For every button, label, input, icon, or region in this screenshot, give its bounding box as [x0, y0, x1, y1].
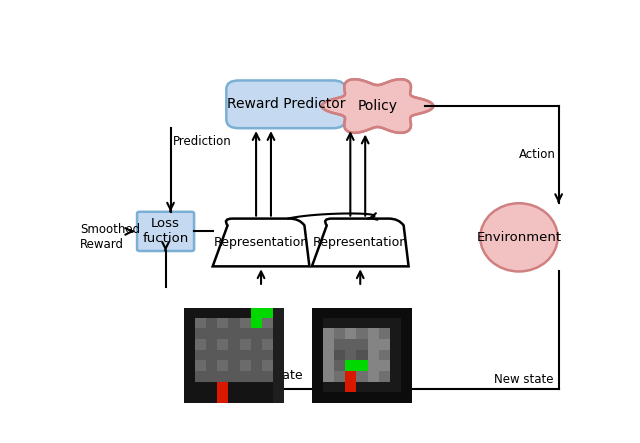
- Text: Reward Predictor: Reward Predictor: [227, 97, 345, 111]
- Text: Environment: Environment: [476, 231, 561, 244]
- Text: Loss
fuction: Loss fuction: [143, 218, 189, 245]
- Text: Representation: Representation: [214, 236, 308, 249]
- Text: Current state: Current state: [220, 369, 302, 382]
- Polygon shape: [322, 79, 433, 133]
- Text: Policy: Policy: [358, 99, 397, 113]
- PathPatch shape: [212, 218, 309, 266]
- FancyBboxPatch shape: [137, 212, 194, 251]
- Text: Smoothed
Reward: Smoothed Reward: [80, 223, 140, 251]
- Text: New state: New state: [494, 373, 554, 386]
- PathPatch shape: [312, 218, 408, 266]
- FancyBboxPatch shape: [227, 81, 346, 128]
- Text: Goal state: Goal state: [328, 369, 392, 382]
- Text: Representation: Representation: [313, 236, 408, 249]
- Text: Action: Action: [519, 148, 556, 161]
- Text: Prediction: Prediction: [173, 135, 232, 148]
- Ellipse shape: [480, 203, 557, 272]
